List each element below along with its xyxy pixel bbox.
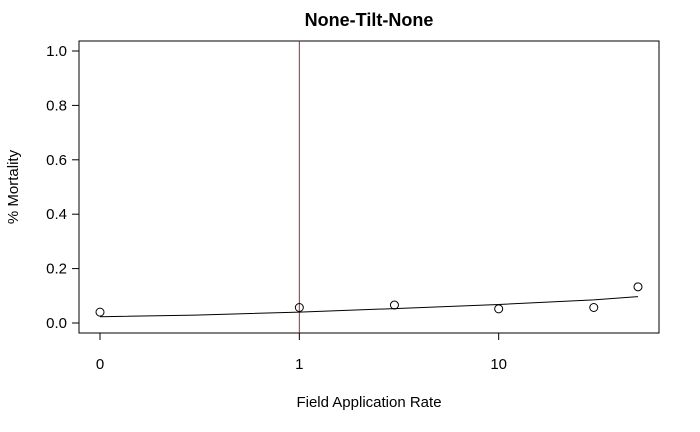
x-tick-label: 0 [96,356,104,373]
data-point [494,304,504,314]
y-tick-label: 0.6 [46,152,67,169]
y-tick-label: 1.0 [46,43,67,60]
data-point [389,300,399,310]
x-tick-label: 1 [295,356,303,373]
y-tick-label: 0.0 [46,315,67,332]
plot-frame [78,40,660,334]
data-point [633,282,643,292]
data-point [294,302,304,312]
y-tick-label: 0.8 [46,97,67,114]
y-tick-label: 0.2 [46,261,67,278]
data-points [95,282,643,317]
y-axis-label: % Mortality [5,149,22,224]
y-tick-label: 0.4 [46,206,67,223]
data-point [95,307,105,317]
x-axis: 0 1 10 [96,333,507,373]
x-axis-label: Field Application Rate [296,394,441,411]
y-axis: 0.0 0.2 0.4 0.6 0.8 1.0 [46,43,79,332]
data-point [589,302,599,312]
fit-curve [99,296,639,318]
chart-title: None-Tilt-None [305,10,434,30]
x-tick-label: 10 [490,356,507,373]
